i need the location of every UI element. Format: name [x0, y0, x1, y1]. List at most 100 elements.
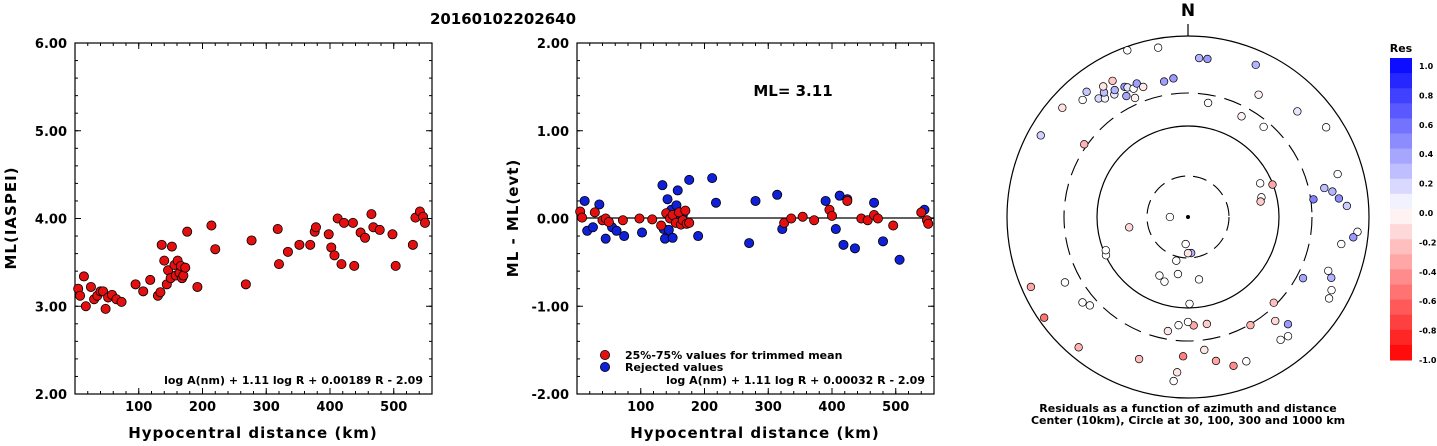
data-point — [80, 301, 91, 312]
y-tick-label: 6.00 — [35, 37, 67, 52]
data-point — [809, 215, 820, 226]
data-point — [272, 224, 283, 235]
station-marker — [1078, 95, 1087, 105]
x-tick-label: 400 — [818, 400, 845, 415]
data-point — [750, 195, 761, 206]
legend-marker-rejected — [600, 361, 611, 372]
colorbar-cell — [1390, 254, 1412, 270]
colorbar-cell — [1390, 314, 1412, 331]
data-point — [166, 241, 177, 252]
data-point — [647, 214, 658, 225]
station-marker — [1211, 356, 1221, 366]
station-marker — [1163, 326, 1173, 336]
data-point — [182, 226, 193, 237]
data-point — [246, 235, 257, 246]
colorbar-cell — [1390, 133, 1412, 150]
data-point — [786, 213, 797, 224]
y-tick-label: 2.00 — [35, 388, 67, 403]
data-point — [619, 231, 630, 242]
station-marker — [1130, 93, 1140, 103]
colorbar-title: Res — [1390, 42, 1413, 55]
data-point — [347, 217, 358, 228]
colorbar-label: -0.6 — [1419, 297, 1437, 306]
data-point — [637, 227, 648, 238]
data-point — [180, 262, 191, 273]
residual-vs-distance-chart: -2.00 -1.00 0.00 1.00 2.00 100 200 300 400 500 ML… — [504, 37, 935, 442]
data-point — [579, 195, 590, 206]
station-marker — [1328, 187, 1337, 196]
station-marker — [1333, 169, 1342, 179]
colorbar-cell — [1390, 344, 1412, 361]
azimuth-residual-map: N Residuals as a function of azimuth and… — [1006, 1, 1370, 427]
colorbar-cell — [1390, 163, 1412, 180]
station-marker — [1165, 212, 1175, 222]
data-point — [75, 290, 86, 301]
data-point — [589, 207, 600, 218]
data-point — [366, 209, 377, 220]
data-point — [827, 210, 838, 221]
caption-line-1: Residuals as a function of azimuth and d… — [1039, 402, 1336, 415]
data-point — [830, 224, 841, 235]
station-marker — [1026, 282, 1036, 292]
station-marker — [1155, 271, 1164, 280]
y-tick-label: 1.00 — [537, 125, 569, 140]
colorbar-cell — [1390, 269, 1412, 285]
station-marker — [1183, 249, 1193, 258]
colorbar-label: -0.4 — [1419, 268, 1437, 277]
ring-30km — [1146, 175, 1230, 259]
station-marker — [1139, 82, 1148, 92]
data-point — [594, 199, 605, 210]
ring-300km — [1063, 92, 1313, 342]
data-point — [206, 220, 217, 231]
station-marker — [1298, 274, 1308, 283]
station-marker — [1242, 357, 1251, 366]
data-point — [820, 195, 831, 206]
data-point — [339, 217, 350, 228]
y-tick-label: 3.00 — [35, 300, 67, 315]
station-marker — [1160, 277, 1169, 286]
colorbar-cell — [1390, 239, 1412, 255]
station-marker — [1099, 82, 1108, 91]
legend-label-rejected: Rejected values — [625, 361, 724, 374]
colorbar-cell — [1390, 329, 1412, 346]
data-point — [407, 239, 418, 250]
colorbar-label: 0.0 — [1419, 209, 1434, 218]
colorbar-cell — [1390, 118, 1412, 134]
data-point — [667, 232, 678, 243]
colorbar-cell — [1390, 103, 1412, 119]
data-point — [419, 217, 430, 228]
data-point — [155, 287, 166, 298]
data-point — [192, 281, 203, 292]
station-marker — [1259, 122, 1268, 132]
station-marker — [1200, 345, 1209, 355]
station-marker — [1058, 103, 1067, 112]
data-point — [611, 225, 622, 236]
colorbar-label: 0.4 — [1419, 150, 1434, 159]
data-point — [310, 222, 321, 233]
y-tick-label: 2.00 — [537, 37, 569, 52]
data-point — [672, 185, 683, 196]
colorbar-label: -0.8 — [1419, 327, 1437, 336]
data-point — [872, 213, 883, 224]
x-tick-label: 500 — [882, 400, 909, 415]
data-point — [145, 274, 156, 285]
station-marker — [1153, 43, 1163, 52]
colorbar-cell — [1390, 299, 1412, 316]
station-marker — [1194, 275, 1204, 284]
station-marker — [1125, 223, 1134, 232]
station-marker — [1283, 332, 1293, 341]
data-point — [772, 189, 783, 200]
data-point — [600, 233, 611, 244]
colorbar-cell — [1390, 209, 1412, 225]
station-marker — [1132, 79, 1141, 88]
x-tick-label: 100 — [627, 400, 654, 415]
data-point — [744, 238, 755, 249]
station-marker — [1181, 239, 1190, 249]
station-marker — [1269, 298, 1278, 307]
x-tick-label: 200 — [691, 400, 718, 415]
station-marker — [1327, 285, 1336, 295]
data-point — [634, 213, 645, 224]
station-marker — [1309, 195, 1318, 204]
colorbar-label: -0.2 — [1419, 238, 1437, 247]
